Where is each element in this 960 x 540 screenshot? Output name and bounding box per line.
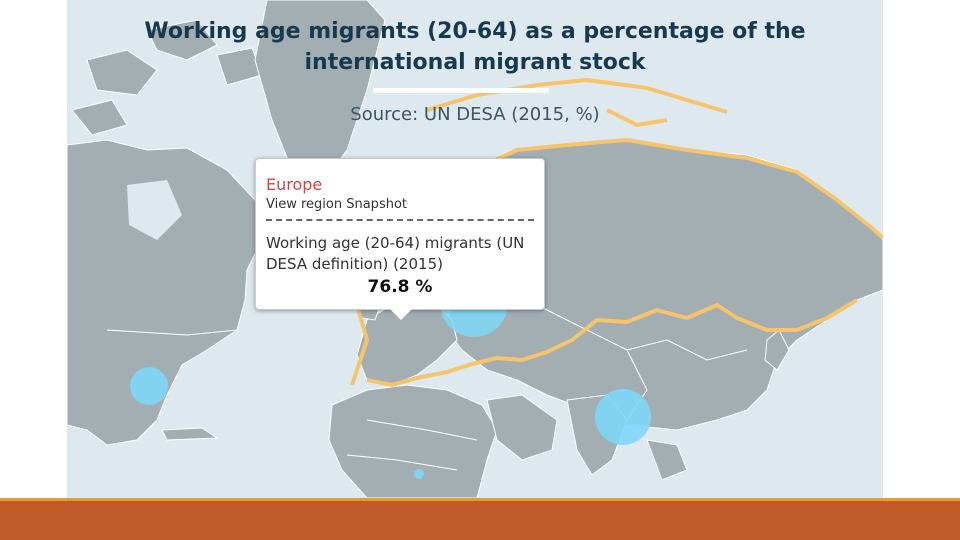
africa[interactable] — [328, 384, 498, 498]
view-region-snapshot-link[interactable]: View region Snapshot — [266, 197, 408, 212]
tooltip-arrow — [390, 309, 412, 320]
arabian-peninsula[interactable] — [486, 394, 558, 461]
map-title-line1: Working age migrants (20-64) as a percen… — [144, 19, 806, 44]
bubble-asia[interactable] — [595, 389, 651, 445]
world-map[interactable] — [67, 0, 883, 498]
bubble-north-america[interactable] — [130, 367, 168, 405]
bubble-africa[interactable] — [414, 469, 424, 479]
tooltip-region-name: Europe — [266, 175, 323, 194]
hudson-bay — [127, 180, 182, 240]
footer-accent-line — [0, 498, 960, 501]
map-title-line2: international migrant stock — [304, 50, 646, 75]
tooltip-divider — [266, 219, 534, 221]
country-borders — [106, 299, 748, 471]
tooltip-metric-label: Working age (20-64) migrants (UN DESA de… — [266, 234, 525, 273]
tooltip-metric-value: 76.8 % — [367, 277, 433, 297]
map-panel[interactable]: Working age migrants (20-64) as a percen… — [67, 0, 883, 498]
southeast-asia[interactable] — [646, 439, 688, 481]
arctic-islands[interactable] — [71, 19, 263, 136]
map-title: Working age migrants (20-64) as a percen… — [67, 16, 883, 78]
title-underline — [373, 88, 549, 93]
cuba[interactable] — [161, 427, 219, 441]
footer-bar — [0, 501, 960, 540]
region-tooltip: Europe View region Snapshot Working age … — [255, 158, 545, 320]
map-source: Source: UN DESA (2015, %) — [350, 104, 600, 125]
